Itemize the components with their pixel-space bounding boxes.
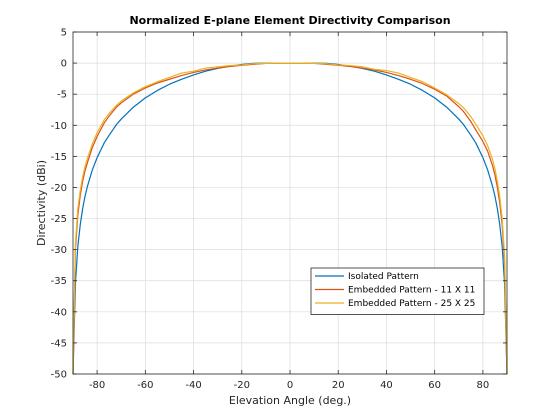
x-axis-label: Elevation Angle (deg.) <box>229 394 351 407</box>
x-tick-label: 20 <box>332 380 345 391</box>
ticks: -80 -60 -40 -20 0 20 40 60 80 5 0 -5 -10 -15 -20 -25 -30… <box>51 28 507 391</box>
y-axis-label: Directivity (dBi) <box>35 160 48 246</box>
y-tick-label: -25 <box>51 214 67 225</box>
x-tick-label: 60 <box>428 380 441 391</box>
legend-entry-2: Embedded Pattern - 11 X 11 <box>348 286 475 296</box>
y-tick-label: -40 <box>51 307 67 318</box>
y-tick-label: 5 <box>61 28 67 39</box>
legend: Isolated Pattern Embedded Pattern - 11 X … <box>310 267 485 315</box>
y-tick-label: -50 <box>51 370 67 381</box>
y-tick-label: -30 <box>51 245 67 256</box>
x-tick-label: -80 <box>89 380 105 391</box>
x-tick-label: -60 <box>137 380 153 391</box>
y-tick-label: -45 <box>51 338 67 349</box>
y-tick-label: -35 <box>51 276 67 287</box>
y-tick-label: 0 <box>61 59 67 70</box>
x-tick-label: 40 <box>380 380 393 391</box>
x-tick-label: -40 <box>185 380 201 391</box>
x-tick-label: 80 <box>477 380 490 391</box>
legend-entry-1: Isolated Pattern <box>348 272 419 282</box>
series-group <box>72 62 508 375</box>
y-tick-label: -10 <box>51 121 67 132</box>
legend-box <box>310 267 485 315</box>
legend-entry-3: Embedded Pattern - 25 X 25 <box>348 299 475 309</box>
y-tick-label: -15 <box>51 152 67 163</box>
series-line-3 <box>72 62 508 375</box>
y-tick-label: -5 <box>57 90 67 101</box>
chart-title: Normalized E-plane Element Directivity C… <box>129 14 450 27</box>
x-tick-label: -20 <box>234 380 250 391</box>
grid <box>73 31 507 375</box>
x-tick-label: 0 <box>287 380 293 391</box>
y-tick-label: -20 <box>51 183 67 194</box>
